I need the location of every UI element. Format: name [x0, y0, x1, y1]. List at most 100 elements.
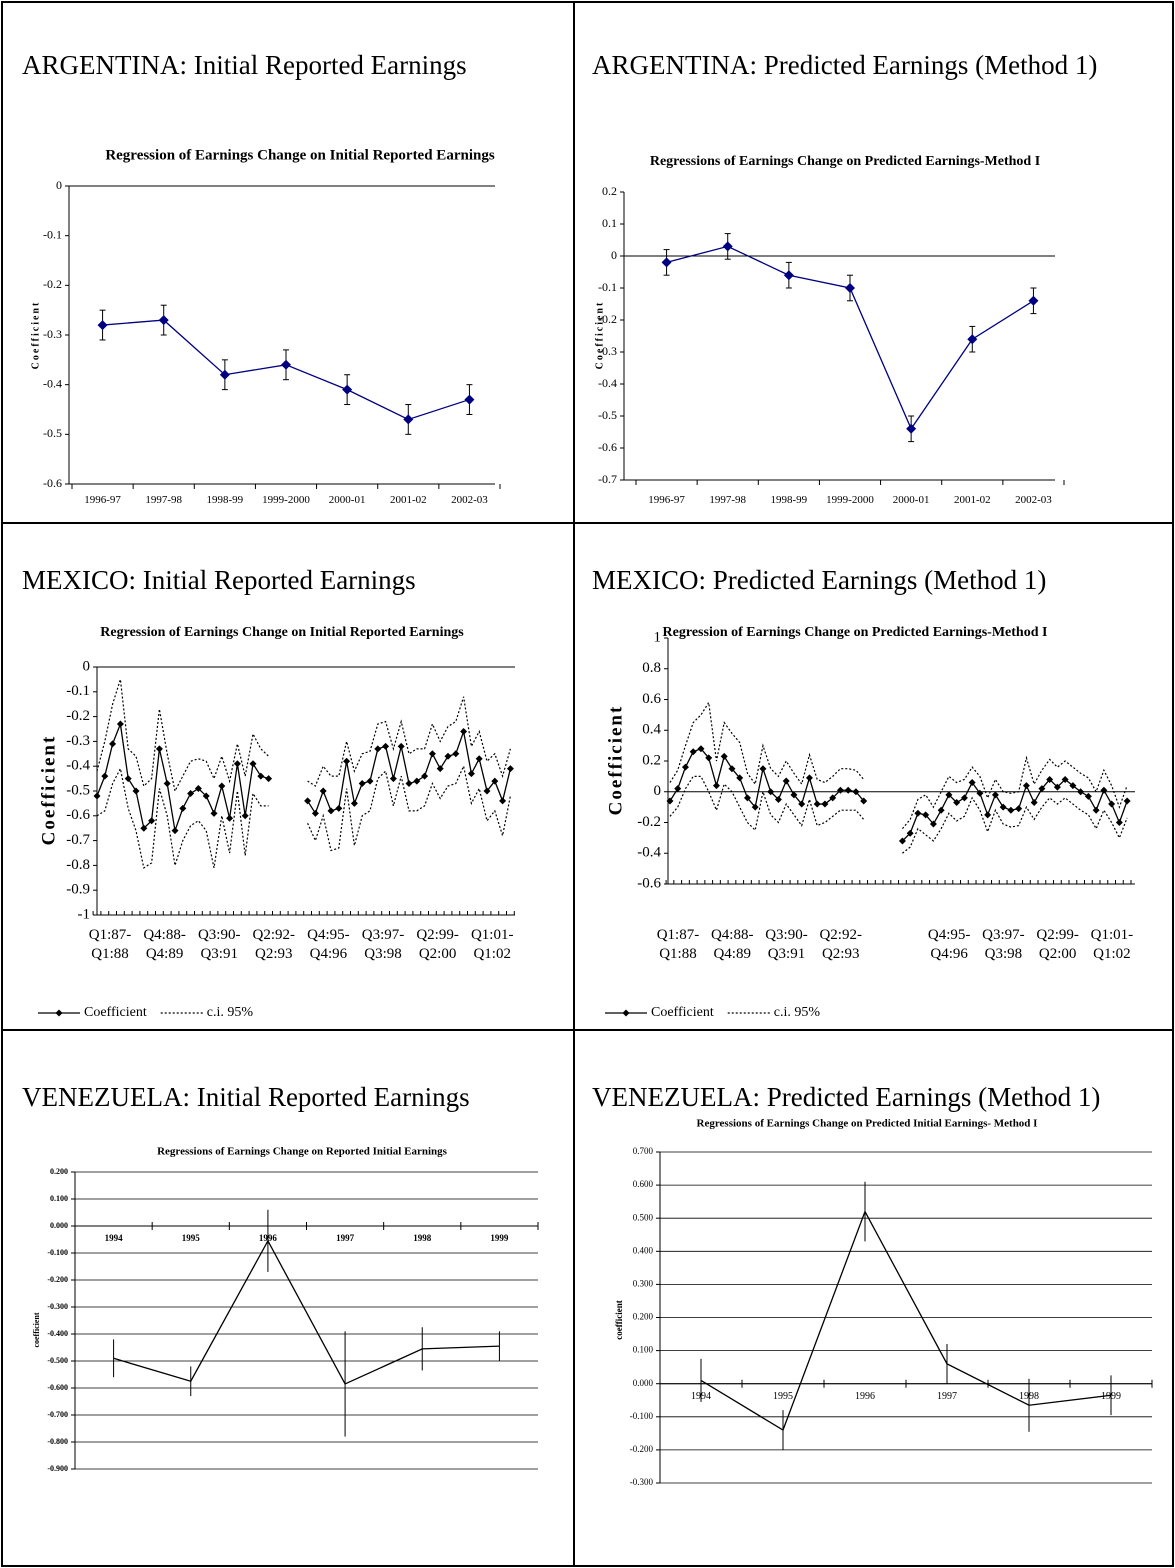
x-tick-label: Q3:97- Q3:98 — [982, 927, 1025, 962]
point-marker — [265, 775, 273, 783]
point-marker — [1015, 805, 1023, 813]
x-tick-label: Q1:01- Q1:02 — [470, 927, 514, 962]
x-tick-label: Q4:88- Q4:89 — [710, 927, 754, 962]
y-axis-label: coefficient — [614, 1300, 624, 1339]
point-marker — [1077, 788, 1085, 796]
point-marker — [148, 817, 156, 825]
x-tick-label: Q2:92- Q2:93 — [819, 927, 862, 962]
y-tick-label: 0 — [83, 658, 91, 674]
point-marker — [1046, 775, 1054, 783]
panel-heading: VENEZUELA: Predicted Earnings (Method 1) — [592, 1082, 1100, 1112]
point-marker — [836, 786, 844, 794]
legend-marker — [622, 1009, 630, 1017]
chart-title: Regressions of Earnings Change on Report… — [157, 1146, 448, 1158]
panel-heading: MEXICO: Predicted Earnings (Method 1) — [592, 565, 1046, 595]
point-marker — [327, 807, 335, 815]
point-marker — [179, 804, 187, 812]
y-axis-label: Coefficient — [594, 301, 605, 370]
point-marker — [681, 763, 689, 771]
point-marker — [976, 789, 984, 797]
x-tick-label: Q4:88- Q4:89 — [143, 927, 186, 962]
x-tick-label: 1994 — [104, 1233, 123, 1243]
x-tick-label: 1999-2000 — [262, 494, 310, 506]
point-marker — [436, 765, 444, 773]
y-tick-label: 0.300 — [633, 1278, 654, 1288]
point-marker — [705, 754, 713, 762]
point-marker — [945, 791, 953, 799]
point-marker — [311, 809, 319, 817]
y-tick-label: 0.500 — [633, 1212, 654, 1222]
y-tick-label: 0 — [56, 178, 62, 192]
x-tick-label: 2001-02 — [953, 494, 991, 506]
y-tick-label: -0.400 — [47, 1329, 68, 1338]
point-marker — [782, 777, 790, 785]
point-marker — [898, 837, 906, 845]
point-marker — [389, 775, 397, 783]
y-tick-label: 0.600 — [633, 1179, 654, 1189]
ci-line — [669, 775, 1128, 854]
point-marker — [798, 800, 806, 808]
point-marker — [967, 334, 978, 345]
y-tick-label: 0.100 — [633, 1345, 654, 1355]
x-tick-label: 1999-2000 — [826, 494, 874, 506]
point-marker — [218, 782, 226, 790]
y-tick-label: -0.5 — [66, 782, 90, 798]
point-marker — [374, 745, 382, 753]
point-marker — [929, 820, 937, 828]
y-tick-label: -0.7 — [66, 832, 90, 848]
point-marker — [210, 809, 218, 817]
point-marker — [428, 750, 436, 758]
y-tick-label: 0.100 — [50, 1194, 68, 1203]
point-marker — [906, 423, 917, 434]
x-tick-label: 1998 — [1019, 1390, 1039, 1402]
x-tick-label: 1997-98 — [709, 494, 747, 506]
point-marker — [674, 785, 682, 793]
point-marker — [249, 760, 257, 768]
y-tick-label: -0.3 — [66, 733, 90, 749]
point-marker — [829, 794, 837, 802]
y-tick-label: -0.800 — [47, 1437, 68, 1446]
x-tick-label: 1995 — [773, 1390, 793, 1402]
y-tick-label: -0.5 — [43, 426, 62, 440]
point-marker — [1053, 783, 1061, 791]
point-marker — [109, 740, 117, 748]
x-tick-label: 1995 — [181, 1233, 200, 1243]
x-tick-label: 1998-99 — [206, 494, 244, 506]
x-tick-label: 1999 — [490, 1233, 509, 1243]
point-marker — [483, 787, 491, 795]
y-tick-label: 0.200 — [633, 1312, 654, 1322]
point-marker — [790, 791, 798, 799]
y-tick-label: -0.2 — [43, 277, 62, 291]
y-tick-label: -0.2 — [66, 708, 90, 724]
point-marker — [163, 780, 171, 788]
point-marker — [720, 752, 728, 760]
point-marker — [506, 765, 514, 773]
point-marker — [116, 720, 124, 728]
point-marker — [382, 742, 390, 750]
x-tick-label: 1996-97 — [84, 494, 121, 506]
point-marker — [1022, 782, 1030, 790]
y-tick-label: -0.8 — [66, 857, 90, 873]
point-marker — [845, 283, 855, 293]
chart-title: Regression of Earnings Change on Initial… — [100, 625, 464, 640]
y-tick-label: -0.1 — [598, 280, 617, 294]
x-tick-label: 1997 — [937, 1390, 957, 1402]
x-tick-label: Q4:95- Q4:96 — [927, 927, 971, 962]
point-marker — [241, 812, 249, 820]
point-marker — [1084, 792, 1092, 800]
y-tick-label: -0.3 — [598, 344, 617, 358]
y-tick-label: 0.700 — [633, 1146, 654, 1156]
point-marker — [960, 794, 968, 802]
point-marker — [405, 780, 413, 788]
x-tick-label: Q1:01- Q1:02 — [1090, 927, 1134, 962]
y-tick-label: 0.2 — [602, 184, 617, 198]
y-tick-label: 1 — [654, 629, 662, 645]
point-marker — [202, 792, 210, 800]
x-tick-label: 2002-03 — [451, 494, 488, 506]
y-tick-label: -0.4 — [43, 376, 62, 390]
point-marker — [97, 320, 108, 331]
point-marker — [124, 775, 132, 783]
chart-title: Regression of Earnings Change on Initial… — [105, 147, 495, 163]
point-marker — [499, 797, 507, 805]
point-marker — [906, 829, 914, 837]
